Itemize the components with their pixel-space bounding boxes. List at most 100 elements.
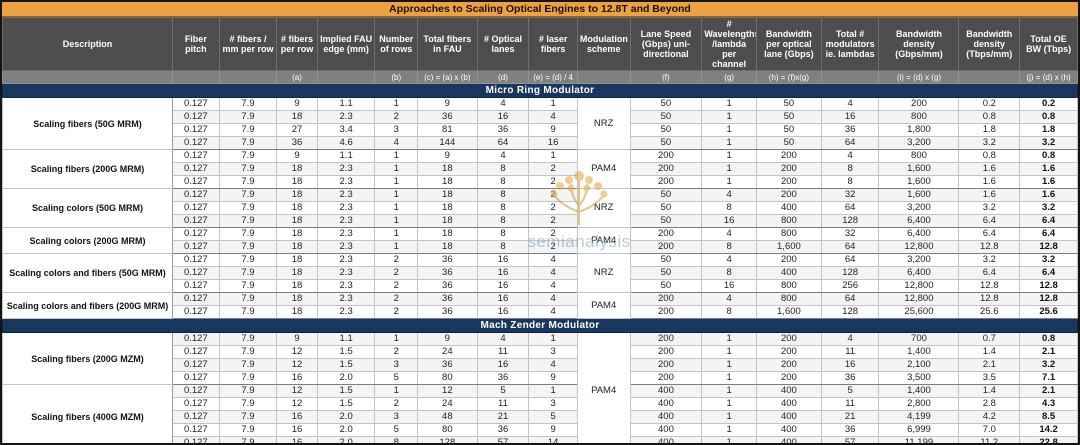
data-cell: 1: [528, 332, 578, 347]
data-cell: 800: [756, 227, 822, 242]
column-formula: (b): [374, 70, 418, 85]
modulation-scheme-cell: NRZ: [576, 188, 631, 229]
data-cell: 1: [374, 240, 418, 255]
data-cell: 2.3: [316, 253, 376, 268]
table-row: Scaling colors and fibers (200G MRM) 0.12…: [2, 292, 1078, 320]
data-cell: 16: [476, 358, 530, 373]
column-formula: (j) = (d) x (h): [1019, 70, 1078, 85]
data-cell: 5: [374, 371, 418, 386]
data-cell: 128: [820, 214, 880, 229]
data-cell: 4: [528, 110, 578, 125]
data-cell: 11: [476, 397, 530, 412]
data-cell: 1.6: [1019, 162, 1078, 177]
data-cell: 400: [629, 423, 703, 438]
data-cell: 1: [374, 384, 418, 399]
data-cell: 7.9: [218, 149, 278, 164]
data-cell: 7.9: [218, 162, 278, 177]
data-cell: 7.9: [218, 214, 278, 229]
data-cell: 3,500: [878, 371, 960, 386]
data-cell: 1,600: [878, 162, 960, 177]
data-cell: 8: [820, 175, 880, 190]
data-cell: 1.5: [316, 397, 376, 412]
data-cell: 12: [276, 384, 318, 399]
data-cell: 1: [374, 149, 418, 164]
data-cell: 128: [416, 436, 478, 443]
data-cell: 36: [416, 253, 478, 268]
data-cell: 0.127: [172, 279, 220, 294]
data-cell: 1.4: [958, 345, 1021, 360]
data-cell: 1,400: [878, 384, 960, 399]
data-cell: 11: [820, 345, 880, 360]
data-cell: 5: [528, 410, 578, 425]
modulation-scheme-cell: NRZ: [576, 97, 631, 151]
data-cell: 1: [701, 384, 758, 399]
data-cell: 36: [416, 292, 478, 307]
data-cell: 2: [528, 227, 578, 242]
data-cell: 0.127: [172, 292, 220, 307]
data-cell: 3,200: [878, 136, 960, 151]
data-cell: 800: [756, 292, 822, 307]
data-cell: 400: [629, 410, 703, 425]
data-cell: 0.127: [172, 384, 220, 399]
data-cell: 4: [476, 332, 530, 347]
column-formula: [2, 70, 174, 85]
data-cell: 8: [701, 305, 758, 320]
data-cell: 18: [416, 240, 478, 255]
data-cell: 400: [756, 201, 822, 216]
data-cell: 8: [701, 201, 758, 216]
data-cell: 7.9: [218, 123, 278, 138]
data-cell: 200: [878, 97, 960, 112]
data-cell: 1,400: [878, 345, 960, 360]
data-cell: 50: [756, 136, 822, 151]
table-title: Approaches to Scaling Optical Engines to…: [2, 2, 1078, 17]
data-cell: 25.6: [958, 305, 1021, 320]
data-cell: 32: [820, 188, 880, 203]
data-cell: 2.3: [316, 305, 376, 320]
column-header: Fiber pitch: [172, 16, 220, 72]
data-cell: 16: [476, 253, 530, 268]
data-cell: 0.127: [172, 214, 220, 229]
data-cell: 400: [629, 397, 703, 412]
data-cell: 4.6: [316, 136, 376, 151]
data-cell: 200: [756, 149, 822, 164]
data-cell: 4: [374, 136, 418, 151]
data-cell: 9: [528, 123, 578, 138]
data-cell: 2: [528, 162, 578, 177]
modulation-scheme-cell: PAM4: [576, 149, 631, 190]
data-cell: 200: [629, 371, 703, 386]
data-cell: 2.1: [1019, 345, 1078, 360]
data-cell: 1: [701, 110, 758, 125]
data-cell: 7.9: [218, 266, 278, 281]
data-cell: 400: [756, 384, 822, 399]
table-row: Scaling colors and fibers (50G MRM) 0.127…: [2, 253, 1078, 294]
data-cell: 1.6: [1019, 188, 1078, 203]
data-cell: 2: [374, 266, 418, 281]
data-cell: 2.3: [316, 292, 376, 307]
data-cell: 0.2: [1019, 97, 1078, 112]
data-cell: 1: [528, 384, 578, 399]
data-cell: 800: [878, 110, 960, 125]
data-cell: 4: [701, 253, 758, 268]
data-cell: 7.9: [218, 436, 278, 443]
data-cell: 57: [476, 436, 530, 443]
data-cell: 1.5: [316, 358, 376, 373]
data-cell: 144: [416, 136, 478, 151]
data-cell: 3.2: [1019, 358, 1078, 373]
column-formula: (f): [629, 70, 703, 85]
data-cell: 200: [629, 305, 703, 320]
data-cell: 4.2: [958, 410, 1021, 425]
data-cell: 200: [629, 162, 703, 177]
data-cell: 8: [476, 214, 530, 229]
row-group-description: Scaling colors and fibers (50G MRM): [2, 253, 174, 294]
data-cell: 11: [820, 397, 880, 412]
data-cell: 700: [878, 332, 960, 347]
data-cell: 8: [476, 240, 530, 255]
modulation-scheme-cell: NRZ: [576, 253, 631, 294]
data-cell: 2: [528, 175, 578, 190]
data-cell: 12.8: [1019, 292, 1078, 307]
data-cell: 25,600: [878, 305, 960, 320]
data-cell: 18: [276, 162, 318, 177]
data-cell: 1.6: [958, 188, 1021, 203]
row-group-description: Scaling colors (50G MRM): [2, 188, 174, 229]
column-header: # Wavelengths /lambda per channel: [701, 16, 758, 72]
